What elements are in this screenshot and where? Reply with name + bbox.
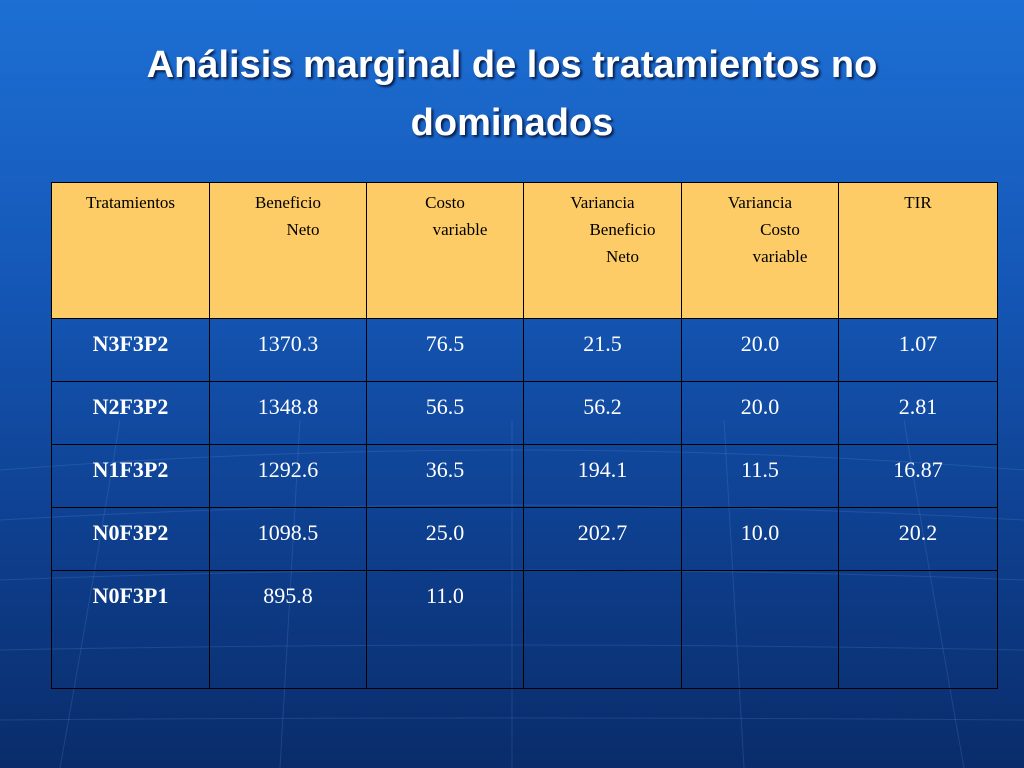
cell-costo-variable: 25.0	[366, 507, 524, 571]
cell-treatment: N0F3P2	[51, 507, 210, 571]
marginal-analysis-table: Tratamientos Beneficio Neto Costo variab…	[51, 182, 998, 689]
cell-tir: 2.81	[838, 381, 998, 445]
header-beneficio-neto: Beneficio Neto	[209, 182, 367, 319]
cell-costo-variable: 36.5	[366, 444, 524, 508]
cell-variancia-costo	[681, 570, 839, 689]
header-tir: TIR	[838, 182, 998, 319]
table-header-row: Tratamientos Beneficio Neto Costo variab…	[51, 182, 998, 319]
table-row: N3F3P2 1370.3 76.5 21.5 20.0 1.07	[51, 318, 998, 382]
cell-variancia-costo: 10.0	[681, 507, 839, 571]
table-row: N0F3P1 895.8 11.0	[51, 570, 998, 689]
table-row: N0F3P2 1098.5 25.0 202.7 10.0 20.2	[51, 507, 998, 571]
slide-title: Análisis marginal de los tratamientos no…	[0, 36, 1024, 152]
cell-beneficio-neto: 1348.8	[209, 381, 367, 445]
cell-costo-variable: 76.5	[366, 318, 524, 382]
cell-treatment: N1F3P2	[51, 444, 210, 508]
cell-treatment: N0F3P1	[51, 570, 210, 689]
title-line-2: dominados	[410, 102, 614, 144]
cell-variancia-beneficio: 56.2	[523, 381, 682, 445]
header-variancia-costo-variable: Variancia Costo variable	[681, 182, 839, 319]
cell-beneficio-neto: 1370.3	[209, 318, 367, 382]
header-costo-variable: Costo variable	[366, 182, 524, 319]
cell-variancia-beneficio	[523, 570, 682, 689]
header-variancia-beneficio-neto: Variancia Beneficio Neto	[523, 182, 682, 319]
cell-treatment: N3F3P2	[51, 318, 210, 382]
header-tratamientos: Tratamientos	[51, 182, 210, 319]
cell-beneficio-neto: 1098.5	[209, 507, 367, 571]
cell-variancia-beneficio: 21.5	[523, 318, 682, 382]
table-row: N1F3P2 1292.6 36.5 194.1 11.5 16.87	[51, 444, 998, 508]
cell-beneficio-neto: 1292.6	[209, 444, 367, 508]
cell-variancia-costo: 20.0	[681, 381, 839, 445]
title-line-1: Análisis marginal de los tratamientos no	[146, 44, 878, 86]
cell-tir: 20.2	[838, 507, 998, 571]
table-row: N2F3P2 1348.8 56.5 56.2 20.0 2.81	[51, 381, 998, 445]
cell-variancia-costo: 11.5	[681, 444, 839, 508]
cell-variancia-costo: 20.0	[681, 318, 839, 382]
cell-variancia-beneficio: 202.7	[523, 507, 682, 571]
cell-variancia-beneficio: 194.1	[523, 444, 682, 508]
cell-tir: 16.87	[838, 444, 998, 508]
cell-costo-variable: 56.5	[366, 381, 524, 445]
cell-beneficio-neto: 895.8	[209, 570, 367, 689]
cell-costo-variable: 11.0	[366, 570, 524, 689]
cell-tir	[838, 570, 998, 689]
cell-treatment: N2F3P2	[51, 381, 210, 445]
cell-tir: 1.07	[838, 318, 998, 382]
